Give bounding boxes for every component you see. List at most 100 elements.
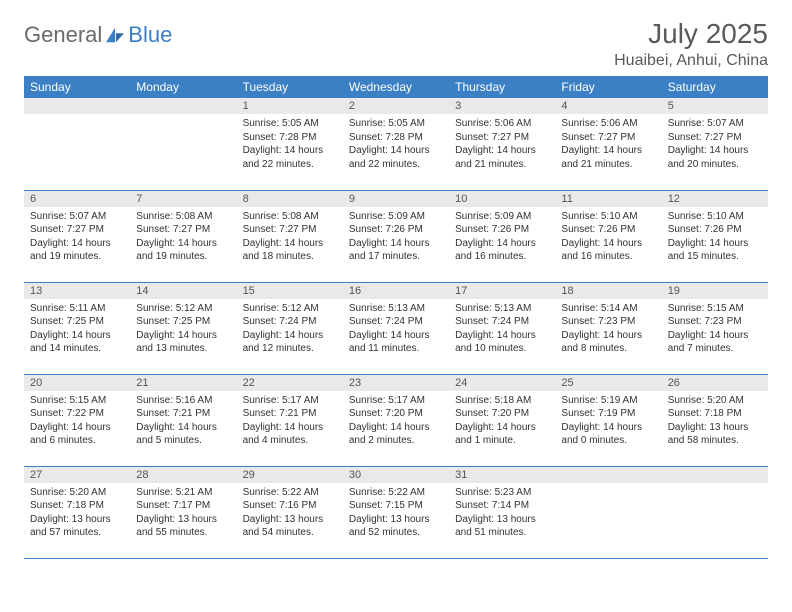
- daylight-text: Daylight: 14 hours and 6 minutes.: [30, 421, 124, 448]
- sunrise-text: Sunrise: 5:18 AM: [455, 394, 549, 408]
- sunset-text: Sunset: 7:25 PM: [136, 315, 230, 329]
- cell-body: Sunrise: 5:18 AMSunset: 7:20 PMDaylight:…: [449, 391, 555, 451]
- calendar-cell: 27Sunrise: 5:20 AMSunset: 7:18 PMDayligh…: [24, 466, 130, 558]
- sunrise-text: Sunrise: 5:06 AM: [561, 117, 655, 131]
- daylight-text: Daylight: 14 hours and 21 minutes.: [455, 144, 549, 171]
- daylight-text: Daylight: 14 hours and 19 minutes.: [30, 237, 124, 264]
- calendar-cell: 4Sunrise: 5:06 AMSunset: 7:27 PMDaylight…: [555, 98, 661, 190]
- calendar-row: 1Sunrise: 5:05 AMSunset: 7:28 PMDaylight…: [24, 98, 768, 190]
- weekday-header: Wednesday: [343, 76, 449, 98]
- day-number: [130, 98, 236, 114]
- sunrise-text: Sunrise: 5:07 AM: [30, 210, 124, 224]
- daylight-text: Daylight: 14 hours and 17 minutes.: [349, 237, 443, 264]
- sunset-text: Sunset: 7:26 PM: [455, 223, 549, 237]
- sunrise-text: Sunrise: 5:22 AM: [349, 486, 443, 500]
- sunset-text: Sunset: 7:26 PM: [668, 223, 762, 237]
- cell-body: Sunrise: 5:14 AMSunset: 7:23 PMDaylight:…: [555, 299, 661, 359]
- day-number: 25: [555, 375, 661, 391]
- day-number: 29: [237, 467, 343, 483]
- cell-body: Sunrise: 5:15 AMSunset: 7:23 PMDaylight:…: [662, 299, 768, 359]
- cell-body: Sunrise: 5:07 AMSunset: 7:27 PMDaylight:…: [662, 114, 768, 174]
- day-number: 8: [237, 191, 343, 207]
- calendar-cell: [130, 98, 236, 190]
- sunrise-text: Sunrise: 5:12 AM: [136, 302, 230, 316]
- day-number: 22: [237, 375, 343, 391]
- daylight-text: Daylight: 14 hours and 5 minutes.: [136, 421, 230, 448]
- calendar-row: 20Sunrise: 5:15 AMSunset: 7:22 PMDayligh…: [24, 374, 768, 466]
- daylight-text: Daylight: 13 hours and 57 minutes.: [30, 513, 124, 540]
- cell-body: Sunrise: 5:23 AMSunset: 7:14 PMDaylight:…: [449, 483, 555, 543]
- sunrise-text: Sunrise: 5:13 AM: [349, 302, 443, 316]
- calendar-cell: 25Sunrise: 5:19 AMSunset: 7:19 PMDayligh…: [555, 374, 661, 466]
- cell-body: Sunrise: 5:22 AMSunset: 7:15 PMDaylight:…: [343, 483, 449, 543]
- day-number: 12: [662, 191, 768, 207]
- cell-body: Sunrise: 5:09 AMSunset: 7:26 PMDaylight:…: [343, 207, 449, 267]
- calendar-cell: 22Sunrise: 5:17 AMSunset: 7:21 PMDayligh…: [237, 374, 343, 466]
- sunrise-text: Sunrise: 5:20 AM: [668, 394, 762, 408]
- sunrise-text: Sunrise: 5:06 AM: [455, 117, 549, 131]
- sunset-text: Sunset: 7:28 PM: [243, 131, 337, 145]
- sunset-text: Sunset: 7:14 PM: [455, 499, 549, 513]
- sunrise-text: Sunrise: 5:14 AM: [561, 302, 655, 316]
- day-number: 14: [130, 283, 236, 299]
- daylight-text: Daylight: 14 hours and 16 minutes.: [561, 237, 655, 264]
- daylight-text: Daylight: 13 hours and 58 minutes.: [668, 421, 762, 448]
- calendar-cell: 31Sunrise: 5:23 AMSunset: 7:14 PMDayligh…: [449, 466, 555, 558]
- calendar-table: Sunday Monday Tuesday Wednesday Thursday…: [24, 76, 768, 559]
- cell-body: Sunrise: 5:16 AMSunset: 7:21 PMDaylight:…: [130, 391, 236, 451]
- weekday-header: Thursday: [449, 76, 555, 98]
- sunset-text: Sunset: 7:21 PM: [243, 407, 337, 421]
- calendar-row: 27Sunrise: 5:20 AMSunset: 7:18 PMDayligh…: [24, 466, 768, 558]
- calendar-cell: 29Sunrise: 5:22 AMSunset: 7:16 PMDayligh…: [237, 466, 343, 558]
- cell-body: Sunrise: 5:08 AMSunset: 7:27 PMDaylight:…: [130, 207, 236, 267]
- sail-icon: [104, 26, 126, 44]
- calendar-cell: 28Sunrise: 5:21 AMSunset: 7:17 PMDayligh…: [130, 466, 236, 558]
- day-number: 5: [662, 98, 768, 114]
- sunset-text: Sunset: 7:27 PM: [455, 131, 549, 145]
- day-number: 19: [662, 283, 768, 299]
- sunset-text: Sunset: 7:28 PM: [349, 131, 443, 145]
- calendar-cell: 19Sunrise: 5:15 AMSunset: 7:23 PMDayligh…: [662, 282, 768, 374]
- sunrise-text: Sunrise: 5:05 AM: [349, 117, 443, 131]
- day-number: 28: [130, 467, 236, 483]
- calendar-cell: 5Sunrise: 5:07 AMSunset: 7:27 PMDaylight…: [662, 98, 768, 190]
- calendar-cell: 6 Sunrise: 5:07 AMSunset: 7:27 PMDaylight…: [24, 190, 130, 282]
- sunset-text: Sunset: 7:24 PM: [349, 315, 443, 329]
- daylight-text: Daylight: 14 hours and 8 minutes.: [561, 329, 655, 356]
- calendar-cell: 9Sunrise: 5:09 AMSunset: 7:26 PMDaylight…: [343, 190, 449, 282]
- weekday-header: Monday: [130, 76, 236, 98]
- day-number: [24, 98, 130, 114]
- calendar-cell: 1Sunrise: 5:05 AMSunset: 7:28 PMDaylight…: [237, 98, 343, 190]
- day-number: 6: [24, 191, 130, 207]
- sunset-text: Sunset: 7:25 PM: [30, 315, 124, 329]
- sunset-text: Sunset: 7:26 PM: [561, 223, 655, 237]
- daylight-text: Daylight: 14 hours and 12 minutes.: [243, 329, 337, 356]
- daylight-text: Daylight: 13 hours and 54 minutes.: [243, 513, 337, 540]
- sunrise-text: Sunrise: 5:13 AM: [455, 302, 549, 316]
- cell-body: Sunrise: 5:13 AMSunset: 7:24 PMDaylight:…: [343, 299, 449, 359]
- sunrise-text: Sunrise: 5:23 AM: [455, 486, 549, 500]
- sunrise-text: Sunrise: 5:21 AM: [136, 486, 230, 500]
- day-number: 23: [343, 375, 449, 391]
- title-block: July 2025 Huaibei, Anhui, China: [614, 18, 768, 70]
- page-title: July 2025: [614, 18, 768, 50]
- day-number: 21: [130, 375, 236, 391]
- daylight-text: Daylight: 14 hours and 16 minutes.: [455, 237, 549, 264]
- cell-body: Sunrise: 5:08 AMSunset: 7:27 PMDaylight:…: [237, 207, 343, 267]
- cell-body: Sunrise: 5:21 AMSunset: 7:17 PMDaylight:…: [130, 483, 236, 543]
- daylight-text: Daylight: 14 hours and 18 minutes.: [243, 237, 337, 264]
- sunrise-text: Sunrise: 5:17 AM: [243, 394, 337, 408]
- header: General Blue July 2025 Huaibei, Anhui, C…: [24, 18, 768, 70]
- cell-body: Sunrise: 5:10 AMSunset: 7:26 PMDaylight:…: [662, 207, 768, 267]
- sunset-text: Sunset: 7:27 PM: [30, 223, 124, 237]
- sunset-text: Sunset: 7:18 PM: [668, 407, 762, 421]
- sunset-text: Sunset: 7:27 PM: [136, 223, 230, 237]
- calendar-cell: 7Sunrise: 5:08 AMSunset: 7:27 PMDaylight…: [130, 190, 236, 282]
- sunrise-text: Sunrise: 5:09 AM: [349, 210, 443, 224]
- daylight-text: Daylight: 13 hours and 51 minutes.: [455, 513, 549, 540]
- daylight-text: Daylight: 14 hours and 21 minutes.: [561, 144, 655, 171]
- daylight-text: Daylight: 14 hours and 0 minutes.: [561, 421, 655, 448]
- weekday-header: Saturday: [662, 76, 768, 98]
- cell-body: Sunrise: 5:17 AMSunset: 7:21 PMDaylight:…: [237, 391, 343, 451]
- weekday-header: Sunday: [24, 76, 130, 98]
